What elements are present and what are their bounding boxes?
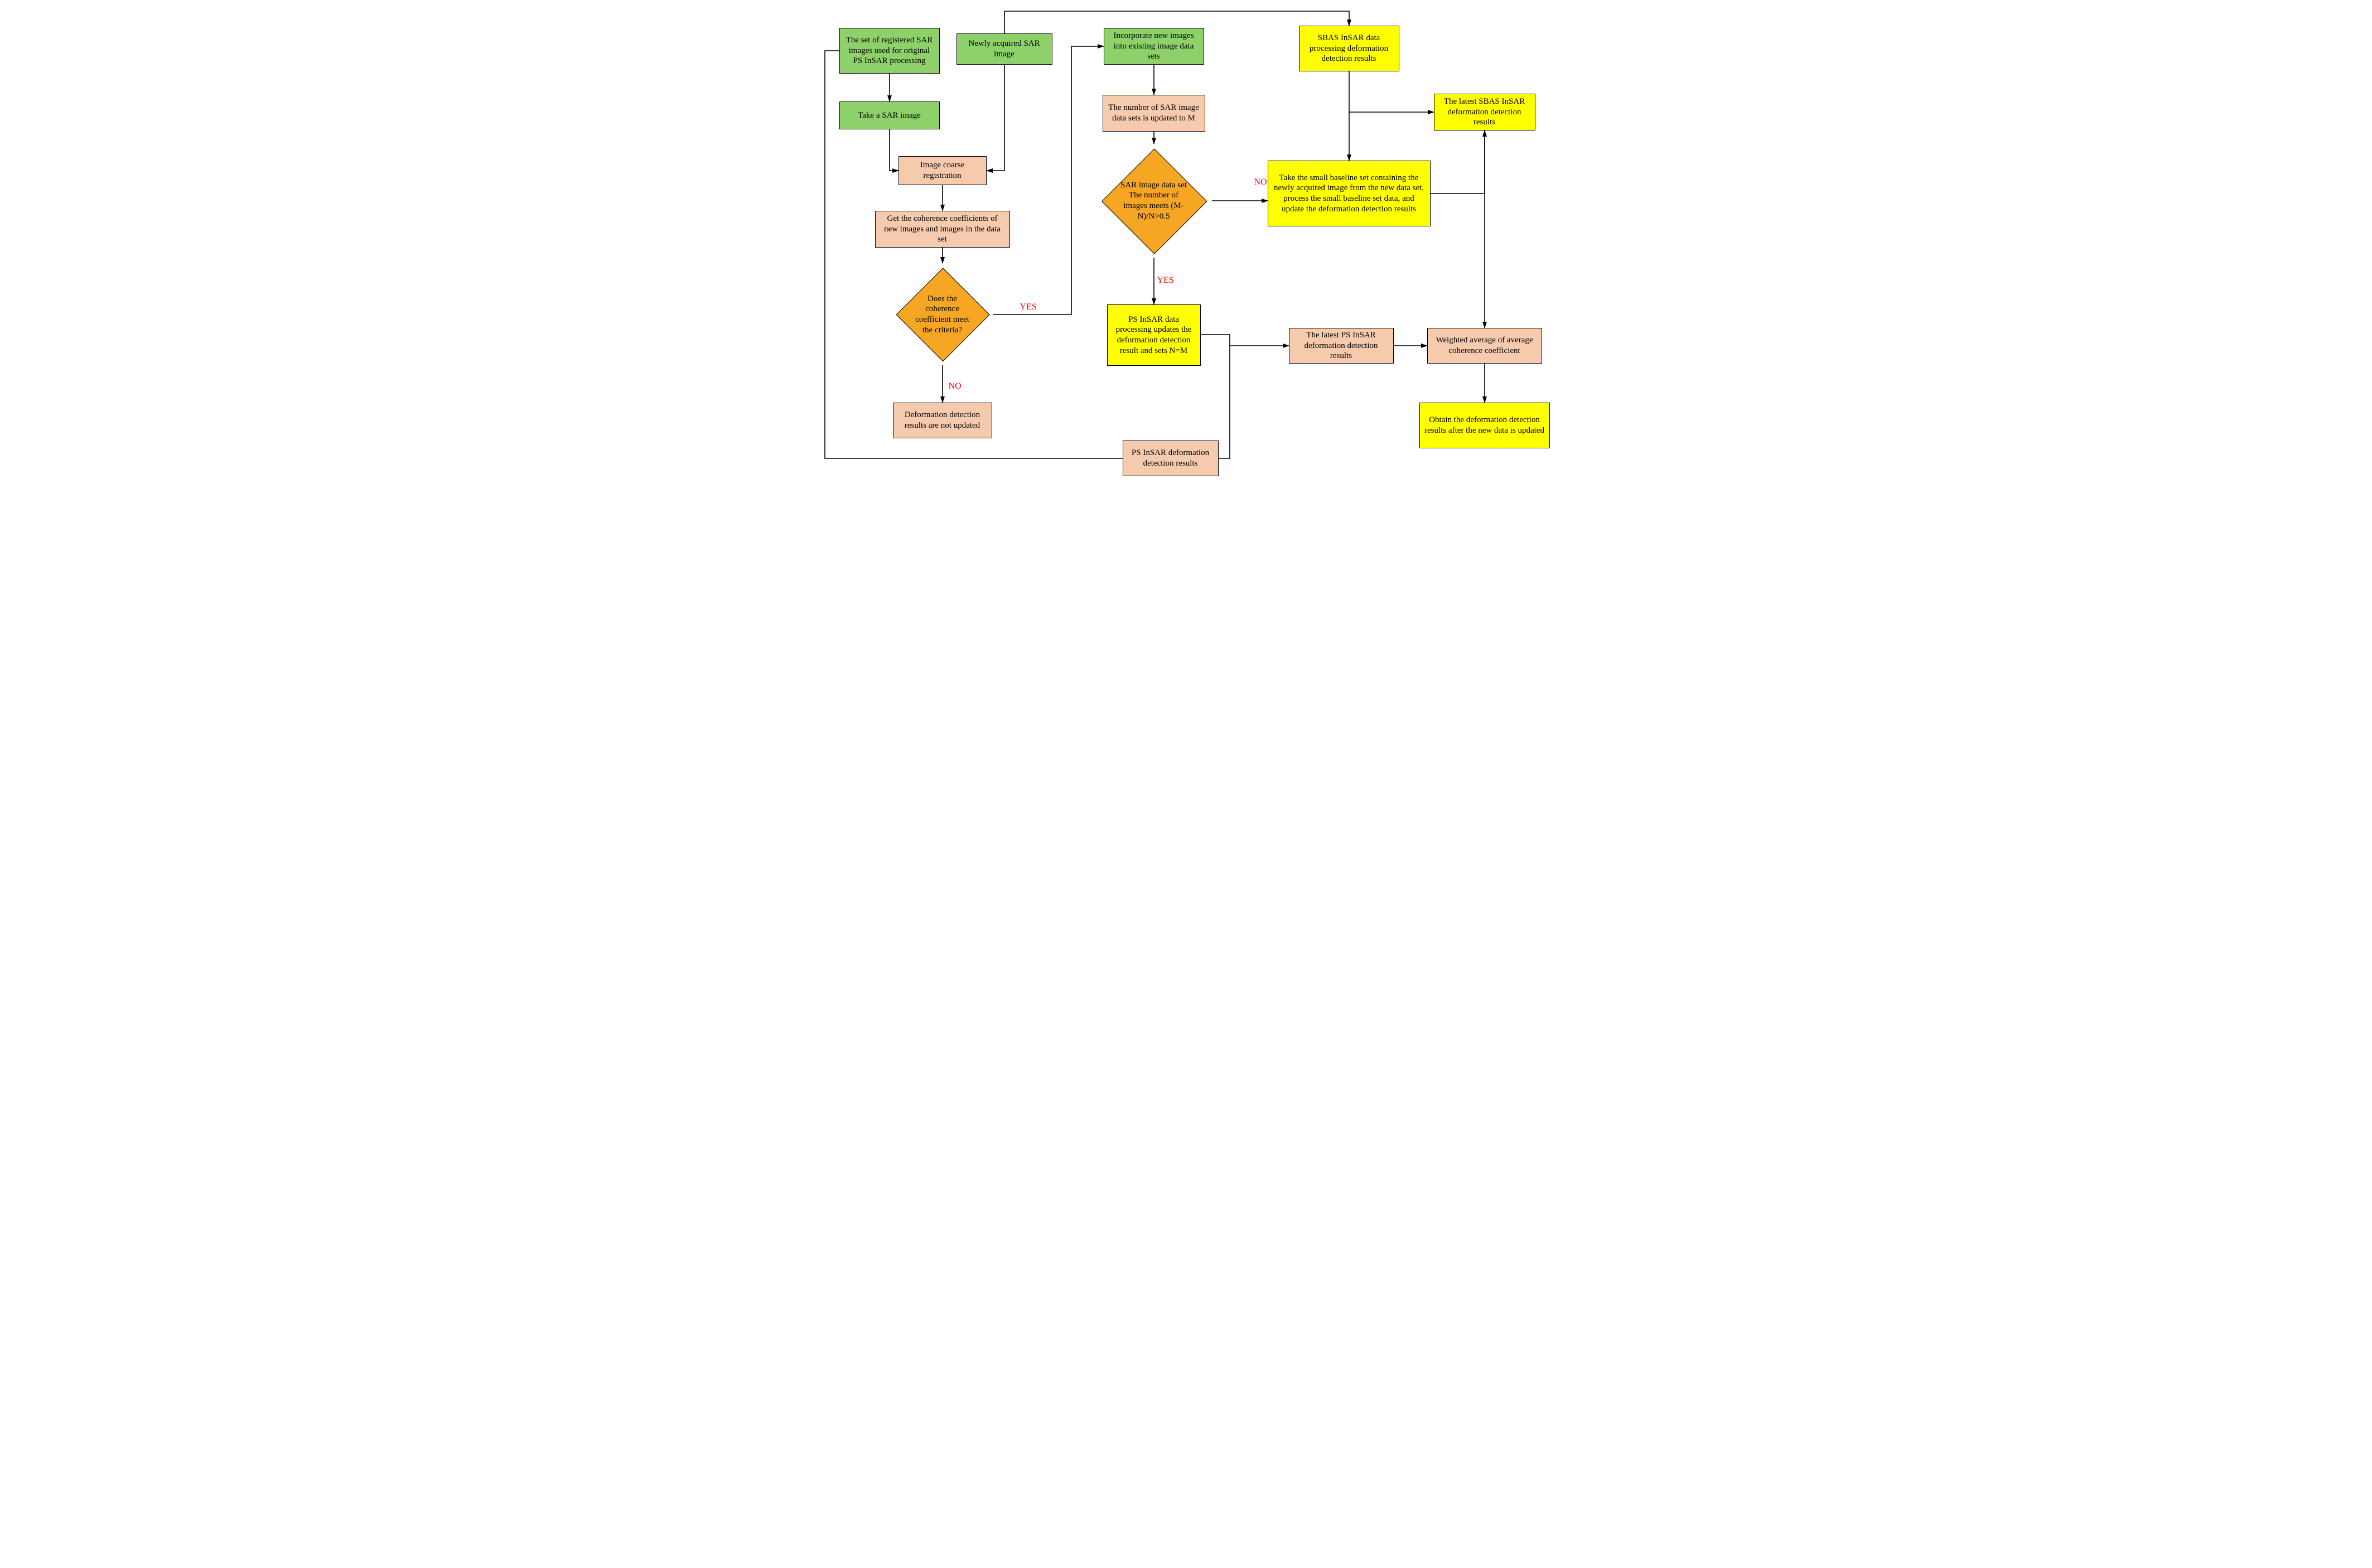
edge-a3-b1 bbox=[890, 129, 898, 171]
node-label: Get the coherence coefficients of new im… bbox=[880, 214, 1005, 245]
node-a3: Take a SAR image bbox=[839, 101, 940, 129]
node-b1: Image coarse registration bbox=[898, 156, 987, 185]
decision-q2: SAR image data set The number of images … bbox=[1102, 149, 1206, 253]
decision-branch-label-q1_no: NO bbox=[949, 381, 962, 391]
node-e3: Obtain the deformation detection results… bbox=[1419, 403, 1550, 448]
edge-c3-d3 bbox=[1201, 335, 1289, 346]
node-d2: Take the small baseline set containing t… bbox=[1268, 161, 1431, 226]
node-label: Deformation detection results are not up… bbox=[898, 410, 987, 431]
node-label: Newly acquired SAR image bbox=[962, 38, 1047, 60]
edge-a2-b1 bbox=[987, 65, 1004, 171]
edge-c4-d3_merge bbox=[1219, 346, 1230, 458]
node-c4: PS InSAR deformation detection results bbox=[1123, 441, 1219, 476]
node-label: The latest SBAS InSAR deformation detect… bbox=[1439, 96, 1530, 128]
decision-branch-label-q1_yes: YES bbox=[1020, 302, 1037, 312]
node-label: PS InSAR data processing updates the def… bbox=[1112, 314, 1196, 356]
node-label: The number of SAR image data sets is upd… bbox=[1108, 103, 1200, 124]
node-e2: Weighted average of average coherence co… bbox=[1427, 328, 1542, 364]
node-c1: Incorporate new images into existing ima… bbox=[1104, 28, 1204, 65]
node-d3: The latest PS InSAR deformation detectio… bbox=[1289, 328, 1394, 364]
node-label: Incorporate new images into existing ima… bbox=[1109, 31, 1199, 62]
decision-branch-text: NO bbox=[1254, 177, 1267, 187]
node-a2: Newly acquired SAR image bbox=[956, 33, 1052, 65]
node-b2: Get the coherence coefficients of new im… bbox=[875, 211, 1010, 248]
decision-q1: Does the coherence coefficient meet the … bbox=[896, 268, 989, 361]
node-d1: SBAS InSAR data processing deformation d… bbox=[1299, 26, 1399, 71]
edge-q1-c1_yes bbox=[993, 46, 1104, 314]
node-e1: The latest SBAS InSAR deformation detect… bbox=[1434, 94, 1535, 130]
node-a1: The set of registered SAR images used fo… bbox=[839, 28, 940, 74]
node-label: Weighted average of average coherence co… bbox=[1432, 335, 1537, 356]
decision-branch-label-q2_no: NO bbox=[1254, 177, 1267, 187]
decision-branch-text: YES bbox=[1157, 275, 1174, 285]
node-label: The set of registered SAR images used fo… bbox=[844, 35, 935, 66]
node-label: PS InSAR deformation detection results bbox=[1128, 448, 1214, 469]
node-label: Take a SAR image bbox=[858, 110, 921, 121]
decision-branch-text: YES bbox=[1020, 302, 1037, 312]
node-label: Image coarse registration bbox=[904, 160, 982, 181]
node-label: SBAS InSAR data processing deformation d… bbox=[1304, 33, 1394, 64]
decision-branch-text: NO bbox=[949, 381, 962, 391]
decision-label: Does the coherence coefficient meet the … bbox=[912, 294, 973, 336]
node-c3: PS InSAR data processing updates the def… bbox=[1107, 304, 1201, 366]
node-label: The latest PS InSAR deformation detectio… bbox=[1294, 330, 1389, 361]
node-b3: Deformation detection results are not up… bbox=[893, 403, 992, 438]
node-label: Take the small baseline set containing t… bbox=[1273, 173, 1426, 215]
flowchart-canvas: The set of registered SAR images used fo… bbox=[815, 0, 1558, 491]
decision-branch-label-q2_yes: YES bbox=[1157, 275, 1174, 285]
node-c2: The number of SAR image data sets is upd… bbox=[1103, 95, 1205, 132]
decision-label: SAR image data set The number of images … bbox=[1118, 180, 1190, 222]
node-label: Obtain the deformation detection results… bbox=[1424, 415, 1545, 436]
edge-d2-e1 bbox=[1431, 130, 1485, 193]
